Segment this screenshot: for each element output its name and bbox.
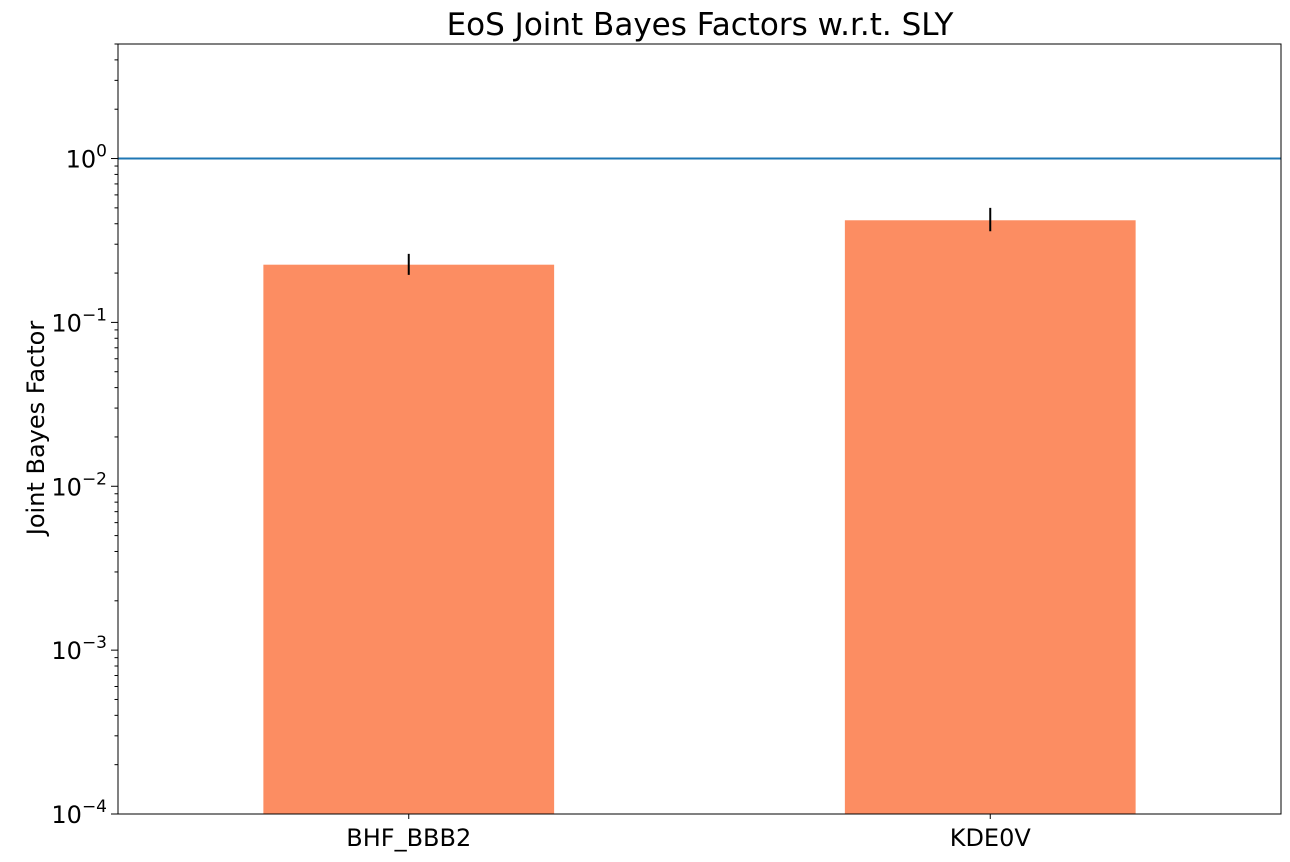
y-tick-label: 10−3	[51, 633, 107, 665]
y-minor-ticks	[114, 43, 118, 766]
y-tick-label: 10−2	[51, 469, 107, 501]
y-major-ticks: 10−4 10−3 10−2 10−1 100	[51, 142, 118, 829]
x-tick-label: BHF_BBB2	[346, 824, 471, 852]
y-tick-label: 10−1	[51, 305, 107, 337]
y-axis-label: Joint Bayes Factor	[22, 321, 50, 538]
x-tick-label: KDE0V	[950, 824, 1032, 852]
bar-bhf-bbb2	[263, 264, 555, 814]
chart-title: EoS Joint Bayes Factors w.r.t. SLY	[447, 7, 954, 43]
axes-frame	[117, 43, 1282, 815]
y-tick-label: 10−4	[51, 797, 107, 829]
error-bars-layer	[407, 207, 992, 275]
bar-kde0v	[844, 220, 1136, 814]
x-ticks: BHF_BBB2 KDE0V	[346, 814, 1031, 852]
bars-layer	[263, 220, 1136, 814]
y-tick-label: 100	[66, 142, 107, 174]
